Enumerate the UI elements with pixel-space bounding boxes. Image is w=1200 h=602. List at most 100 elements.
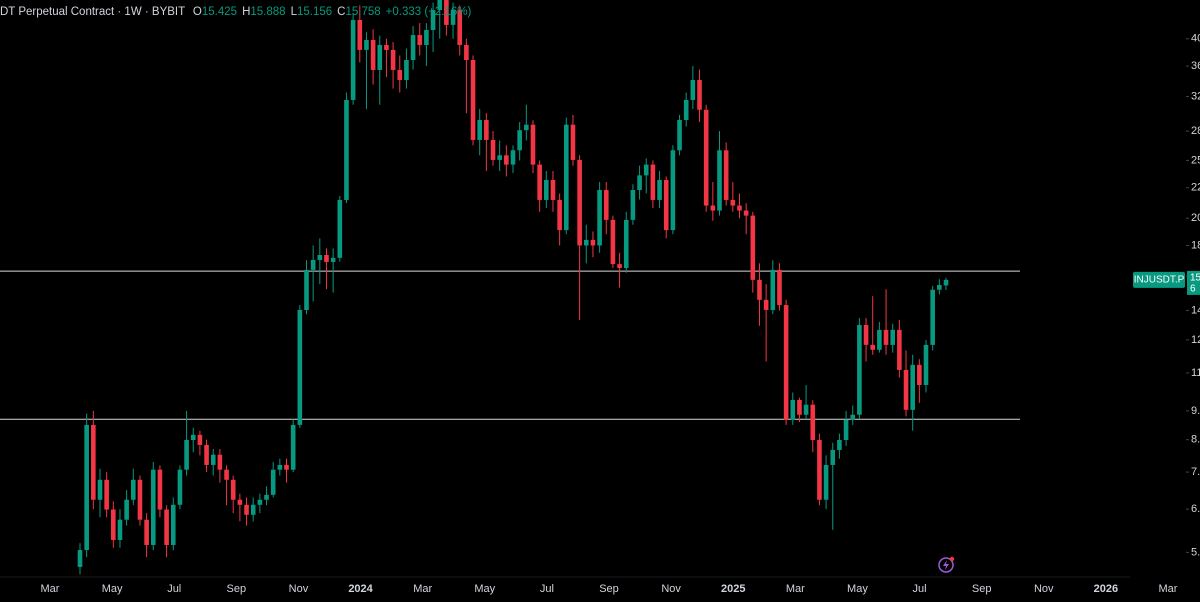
candle-body	[250, 504, 256, 515]
candle-body	[770, 269, 776, 310]
candle-body	[224, 469, 229, 480]
candle-body	[563, 124, 569, 231]
x-tick-label: May	[474, 583, 495, 595]
candle-body	[104, 479, 109, 510]
candle-body	[750, 215, 756, 280]
candle-body	[337, 199, 343, 258]
y-tick-label: 32	[1191, 90, 1200, 102]
candle-body	[943, 279, 949, 286]
candle-body	[290, 424, 296, 470]
candle-body	[650, 164, 656, 200]
y-tick-label: 6.5	[1191, 503, 1200, 515]
candle-body	[470, 59, 476, 140]
x-tick-label: May	[102, 583, 123, 595]
candle-body	[404, 59, 409, 80]
candle-body	[790, 399, 796, 420]
candle-body	[124, 499, 129, 520]
candle-body	[164, 509, 169, 545]
x-tick-label: Sep	[599, 583, 619, 595]
x-tick-label: 2024	[348, 583, 373, 595]
candle-body	[457, 9, 463, 45]
candle-body	[557, 199, 562, 231]
x-tick-label: Nov	[661, 583, 681, 595]
ohlc-label: O	[193, 6, 202, 18]
candle-body	[730, 199, 736, 206]
candle-body	[890, 329, 896, 345]
candle-body	[237, 499, 243, 505]
candle-body	[783, 305, 789, 420]
candle-body	[84, 424, 89, 551]
candle-body	[657, 179, 662, 200]
candle-body	[937, 285, 942, 290]
candle-body	[484, 119, 489, 140]
candle-body	[903, 369, 909, 410]
candle-body	[304, 269, 309, 310]
candle-body	[197, 434, 203, 445]
candle-body	[517, 130, 522, 151]
candle-body	[257, 499, 263, 505]
y-tick-label: 5.5	[1191, 546, 1200, 558]
y-tick-label: 20	[1191, 212, 1200, 224]
candle-body	[544, 179, 549, 200]
candle-body	[797, 399, 802, 415]
candle-body	[350, 19, 356, 100]
y-tick-label: 36	[1191, 60, 1200, 72]
candle-body	[364, 39, 369, 50]
candle-body	[610, 219, 616, 265]
candle-body	[537, 164, 542, 200]
y-tick-label: 9.5	[1191, 405, 1200, 417]
change: +0.333 (+2.16%)	[386, 6, 472, 18]
candle-body	[210, 454, 216, 465]
candle-body	[217, 454, 223, 470]
candle-body	[177, 469, 183, 505]
candle-body	[297, 309, 303, 425]
candle-body	[743, 210, 749, 216]
candle-body	[683, 99, 689, 120]
x-tick-label: Jul	[540, 583, 554, 595]
ohlc-label: H	[242, 6, 250, 18]
candle-body	[597, 190, 602, 246]
candle-body	[524, 124, 529, 131]
candle-body	[324, 254, 329, 262]
x-tick-label: 2026	[1094, 583, 1118, 595]
candle-body	[810, 404, 816, 441]
candle-body	[603, 190, 609, 220]
candle-body	[710, 205, 716, 211]
candle-body	[77, 550, 83, 567]
candle-body	[663, 179, 669, 231]
candle-body	[417, 35, 423, 45]
symbol: DT Perpetual Contract · 1W · BYBIT	[0, 6, 185, 18]
candle-body	[130, 479, 136, 500]
candle-body	[590, 239, 596, 246]
x-tick-label: Sep	[227, 583, 247, 595]
y-tick-label: 28	[1191, 125, 1200, 137]
candle-body	[763, 299, 769, 310]
candle-body	[677, 119, 682, 151]
candle-body	[550, 179, 556, 200]
candle-body	[424, 29, 429, 45]
candle-body	[477, 119, 482, 140]
countdown-label: 6	[1190, 284, 1196, 295]
x-tick-label: Nov	[289, 583, 309, 595]
price-label: 15.758	[1190, 273, 1200, 284]
candle-body	[464, 44, 469, 60]
x-tick-label: Jul	[913, 583, 927, 595]
candle-body	[817, 440, 822, 500]
candle-body	[150, 469, 156, 545]
candle-body	[757, 279, 762, 300]
y-tick-label: 8.5	[1191, 434, 1200, 446]
candle-body	[190, 434, 196, 441]
candle-body	[230, 479, 236, 500]
candle-body	[97, 479, 103, 500]
candle-body	[430, 9, 436, 30]
candle-body	[777, 269, 782, 306]
candle-body	[370, 39, 376, 70]
icon-bolt	[943, 560, 949, 570]
alert-icon[interactable]	[938, 556, 955, 573]
candle-body	[697, 79, 702, 110]
candle-body	[690, 79, 696, 100]
candle-body	[837, 440, 842, 450]
candle-body	[570, 124, 576, 160]
ohlc-label: L	[291, 6, 298, 18]
